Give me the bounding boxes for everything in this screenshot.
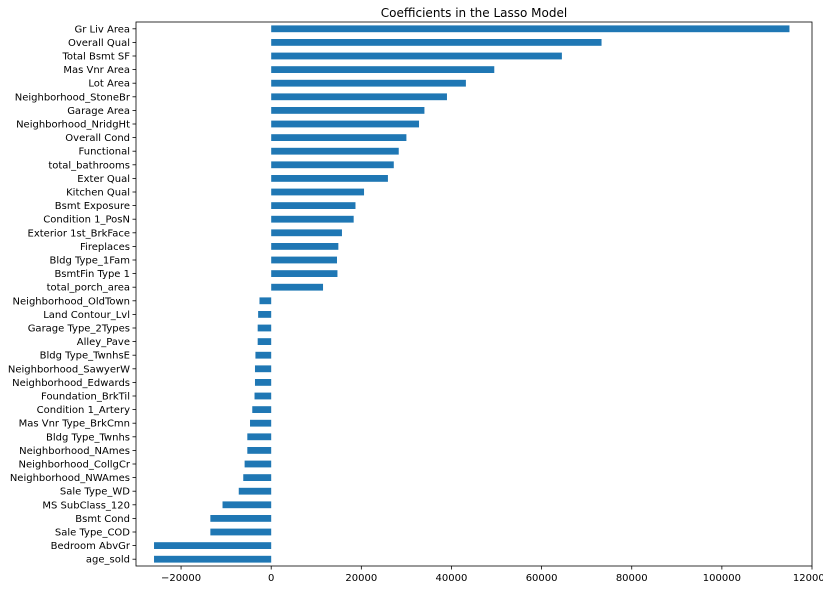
y-tick-label: total_bathrooms <box>48 160 130 171</box>
bar <box>154 542 272 549</box>
bar <box>271 66 495 73</box>
x-tick-label: 40000 <box>436 573 468 584</box>
y-tick-label: Bsmt Exposure <box>55 201 130 212</box>
y-tick-label: Lot Area <box>88 79 130 90</box>
bar <box>271 283 324 291</box>
y-tick-label: Neighborhood_NWAmes <box>10 473 130 484</box>
x-axis-ticks: −20000 0 20000 40000 60000 80000 100000 120000 <box>161 566 823 584</box>
x-tick-label: 20000 <box>345 573 377 584</box>
bar <box>257 338 272 345</box>
bar <box>271 229 342 237</box>
y-tick-label: Mas Vnr Type_BrkCmn <box>19 419 130 430</box>
y-tick-label: Condition 1_PosN <box>43 215 130 226</box>
y-tick-label: BsmtFin Type 1 <box>54 269 130 280</box>
y-tick-label: Alley_Pave <box>77 337 130 348</box>
bar <box>271 39 602 46</box>
bar <box>271 202 356 209</box>
bar <box>252 406 272 413</box>
bar <box>210 515 272 522</box>
y-tick-label: Garage Area <box>67 106 130 117</box>
bar <box>271 270 338 277</box>
x-tick-label: 120000 <box>793 573 823 584</box>
y-tick-label: Bedroom AbvGr <box>51 541 131 552</box>
bar <box>271 175 388 182</box>
bar <box>238 487 272 495</box>
y-tick-label: Neighborhood_StoneBr <box>15 92 131 103</box>
y-tick-label: Exterior 1st_BrkFace <box>28 228 130 239</box>
y-tick-label: MS SubClass_120 <box>42 500 130 511</box>
y-tick-label: Sale Type_WD <box>60 487 130 498</box>
bar <box>210 528 272 536</box>
y-tick-label: Bldg Type_1Fam <box>49 256 130 267</box>
bar <box>271 161 394 169</box>
y-tick-label: Total Bsmt SF <box>61 52 130 63</box>
bar <box>258 311 272 318</box>
bar <box>271 107 425 114</box>
bar <box>250 419 272 427</box>
y-tick-label: Neighborhood_NridgHt <box>16 120 130 131</box>
y-tick-label: Kitchen Qual <box>66 188 130 199</box>
bar <box>271 134 407 141</box>
bar <box>271 243 339 250</box>
x-tick-label: 100000 <box>703 573 741 584</box>
y-tick-label: Neighborhood_NAmes <box>19 446 130 457</box>
y-tick-label: Land Contour_Lvl <box>43 310 130 321</box>
bar <box>271 215 354 223</box>
y-tick-label: Neighborhood_SawyerW <box>8 364 130 375</box>
bar <box>271 147 399 155</box>
y-tick-label: Gr Liv Area <box>75 24 131 35</box>
bar <box>271 79 466 87</box>
y-tick-label: Neighborhood_Edwards <box>12 378 130 389</box>
y-tick-label: Overall Qual <box>68 38 130 49</box>
bar <box>271 93 447 101</box>
bar <box>259 297 272 305</box>
y-tick-label: Condition 1_Artery <box>37 405 130 416</box>
bar <box>257 324 272 332</box>
bar <box>271 25 790 33</box>
y-tick-label: Neighborhood_CollgCr <box>18 460 130 471</box>
y-tick-label: Sale Type_COD <box>55 528 130 539</box>
bar <box>154 555 272 563</box>
x-tick-label: −20000 <box>161 573 201 584</box>
y-tick-label: Neighborhood_OldTown <box>13 296 130 307</box>
x-tick-label: 80000 <box>616 573 648 584</box>
bar <box>222 501 272 509</box>
y-tick-label: Bsmt Cond <box>75 514 130 525</box>
bar <box>254 365 272 373</box>
bar <box>271 256 337 264</box>
chart-title: Coefficients in the Lasso Model <box>381 6 567 20</box>
y-tick-label: Exter Qual <box>77 174 130 185</box>
bar <box>247 433 272 441</box>
y-tick-label: Bldg Type_TwnhsE <box>40 351 130 362</box>
y-axis-ticks: Gr Liv Area Overall Qual Total Bsmt SF Mas … <box>8 24 136 566</box>
bar <box>243 474 272 481</box>
x-tick-label: 60000 <box>526 573 558 584</box>
bar <box>271 120 420 128</box>
y-tick-label: Foundation_BrkTil <box>41 392 130 403</box>
plot-frame <box>135 21 813 567</box>
bar <box>271 52 562 60</box>
y-tick-label: Functional <box>79 147 130 158</box>
bar <box>247 447 272 454</box>
y-tick-label: Mas Vnr Area <box>63 65 130 76</box>
y-tick-label: Bldg Type_Twnhs <box>46 432 130 443</box>
y-tick-label: Overall Cond <box>65 133 130 144</box>
y-tick-label: age_sold <box>86 555 130 566</box>
bar <box>255 351 272 359</box>
y-tick-label: Garage Type_2Types <box>28 324 130 335</box>
y-tick-label: total_porch_area <box>47 283 130 294</box>
x-tick-label: 0 <box>268 573 274 584</box>
bar <box>254 392 272 400</box>
bar <box>244 460 272 468</box>
bars-group <box>154 25 790 563</box>
y-tick-label: Fireplaces <box>80 242 130 253</box>
bar <box>254 379 272 386</box>
bar <box>271 188 365 196</box>
